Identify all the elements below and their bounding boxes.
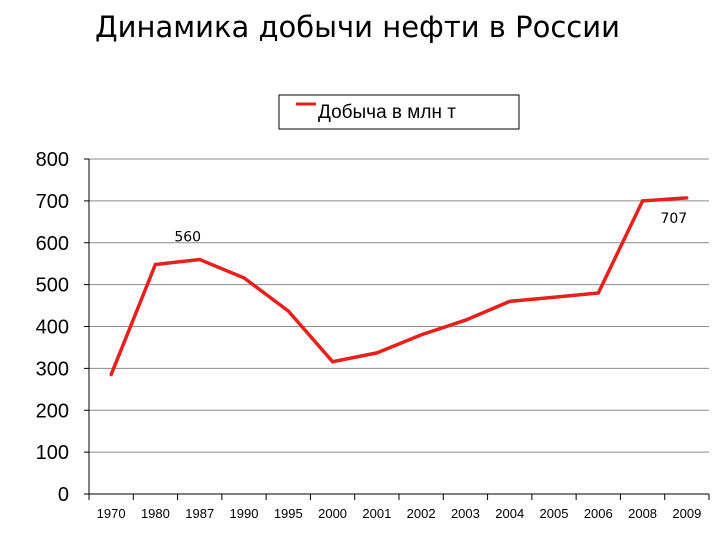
x-tick-label: 2004 — [495, 506, 524, 521]
x-tick-label: 1987 — [185, 506, 214, 521]
y-tick-label: 100 — [36, 442, 69, 464]
x-tick-label: 2001 — [362, 506, 391, 521]
series-line — [109, 196, 688, 376]
x-tick-label: 2002 — [407, 506, 436, 521]
y-tick-label: 200 — [36, 400, 69, 422]
y-tick-label: 300 — [36, 358, 69, 380]
y-tick-label: 600 — [36, 233, 69, 255]
x-tick-label: 1995 — [274, 506, 303, 521]
legend-box — [278, 94, 520, 130]
x-tick-label: 2009 — [672, 506, 701, 521]
data-point — [109, 373, 113, 377]
grid — [89, 158, 709, 453]
chart-title: Динамика добычи нефти в России — [95, 10, 620, 44]
series-group — [109, 196, 689, 377]
y-axis-ticks: 0 100 200 300 400 500 600 700 800 — [36, 149, 89, 506]
data-point — [419, 333, 423, 337]
data-point — [153, 262, 158, 267]
data-label: 707 — [660, 211, 687, 227]
legend-label: Добыча в млн т — [318, 102, 456, 123]
x-tick-label: 1990 — [230, 506, 259, 521]
data-labels: 560 707 — [174, 211, 687, 246]
x-tick-label: 2006 — [584, 506, 613, 521]
data-point — [375, 351, 379, 355]
x-tick-label: 1970 — [97, 506, 126, 521]
legend: Добыча в млн т — [278, 94, 520, 130]
data-point — [286, 309, 290, 313]
x-tick-label: 2000 — [318, 506, 347, 521]
data-point — [330, 360, 335, 364]
data-point — [552, 295, 556, 299]
y-tick-label: 800 — [36, 149, 69, 171]
y-tick-label: 0 — [58, 484, 69, 506]
data-point — [242, 276, 246, 280]
x-axis-ticks: 1970 1980 1987 1990 1995 2000 2001 2002 2003 2004… — [88, 494, 710, 521]
data-point — [463, 318, 468, 322]
y-tick-label: 500 — [36, 275, 69, 297]
data-point — [685, 196, 689, 200]
data-point — [596, 291, 600, 295]
x-tick-label: 1980 — [141, 506, 170, 521]
data-point — [508, 299, 512, 303]
x-tick-label: 2005 — [540, 506, 569, 521]
data-point — [198, 257, 202, 262]
y-tick-label: 700 — [36, 191, 69, 213]
y-tick-label: 400 — [36, 317, 69, 339]
x-tick-label: 2003 — [451, 506, 480, 521]
data-label: 560 — [174, 230, 201, 246]
x-tick-label: 2008 — [628, 506, 657, 521]
data-point — [640, 199, 645, 203]
